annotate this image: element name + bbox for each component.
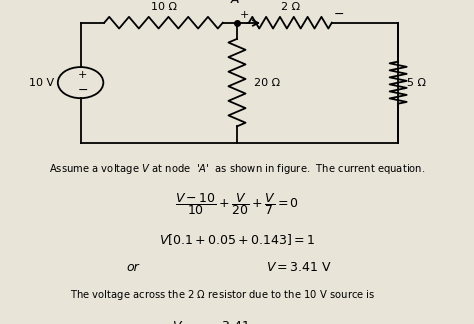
Text: A: A [230, 0, 239, 6]
Text: 10 V: 10 V [29, 78, 55, 87]
Text: +: + [78, 70, 87, 79]
Text: Assume a voltage $V$ at node  '$A$'  as shown in figure.  The current equation.: Assume a voltage $V$ at node '$A$' as sh… [49, 162, 425, 176]
Text: 5 Ω: 5 Ω [407, 78, 426, 87]
Text: 20 Ω: 20 Ω [254, 78, 280, 87]
Text: or: or [127, 261, 139, 274]
Text: $V_2 = \dfrac{V}{7} \times 2 = \dfrac{3.41}{7} \times 2 = 0.97$ V: $V_2 = \dfrac{V}{7} \times 2 = \dfrac{3.… [143, 319, 331, 324]
Text: −: − [334, 8, 344, 21]
Text: 2 Ω: 2 Ω [281, 2, 300, 12]
Text: The voltage across the 2 $\Omega$ resistor due to the 10 V source is: The voltage across the 2 $\Omega$ resist… [70, 288, 375, 302]
Text: 10 Ω: 10 Ω [151, 2, 176, 12]
Text: +: + [239, 10, 249, 19]
Text: −: − [77, 84, 88, 97]
Text: $V = 3.41$ V: $V = 3.41$ V [265, 261, 332, 274]
Text: $\dfrac{V-10}{10} + \dfrac{V}{20} + \dfrac{V}{7} = 0$: $\dfrac{V-10}{10} + \dfrac{V}{20} + \dfr… [175, 191, 299, 217]
Text: $V\left[0.1+0.05+0.143\right]=1$: $V\left[0.1+0.05+0.143\right]=1$ [159, 232, 315, 247]
